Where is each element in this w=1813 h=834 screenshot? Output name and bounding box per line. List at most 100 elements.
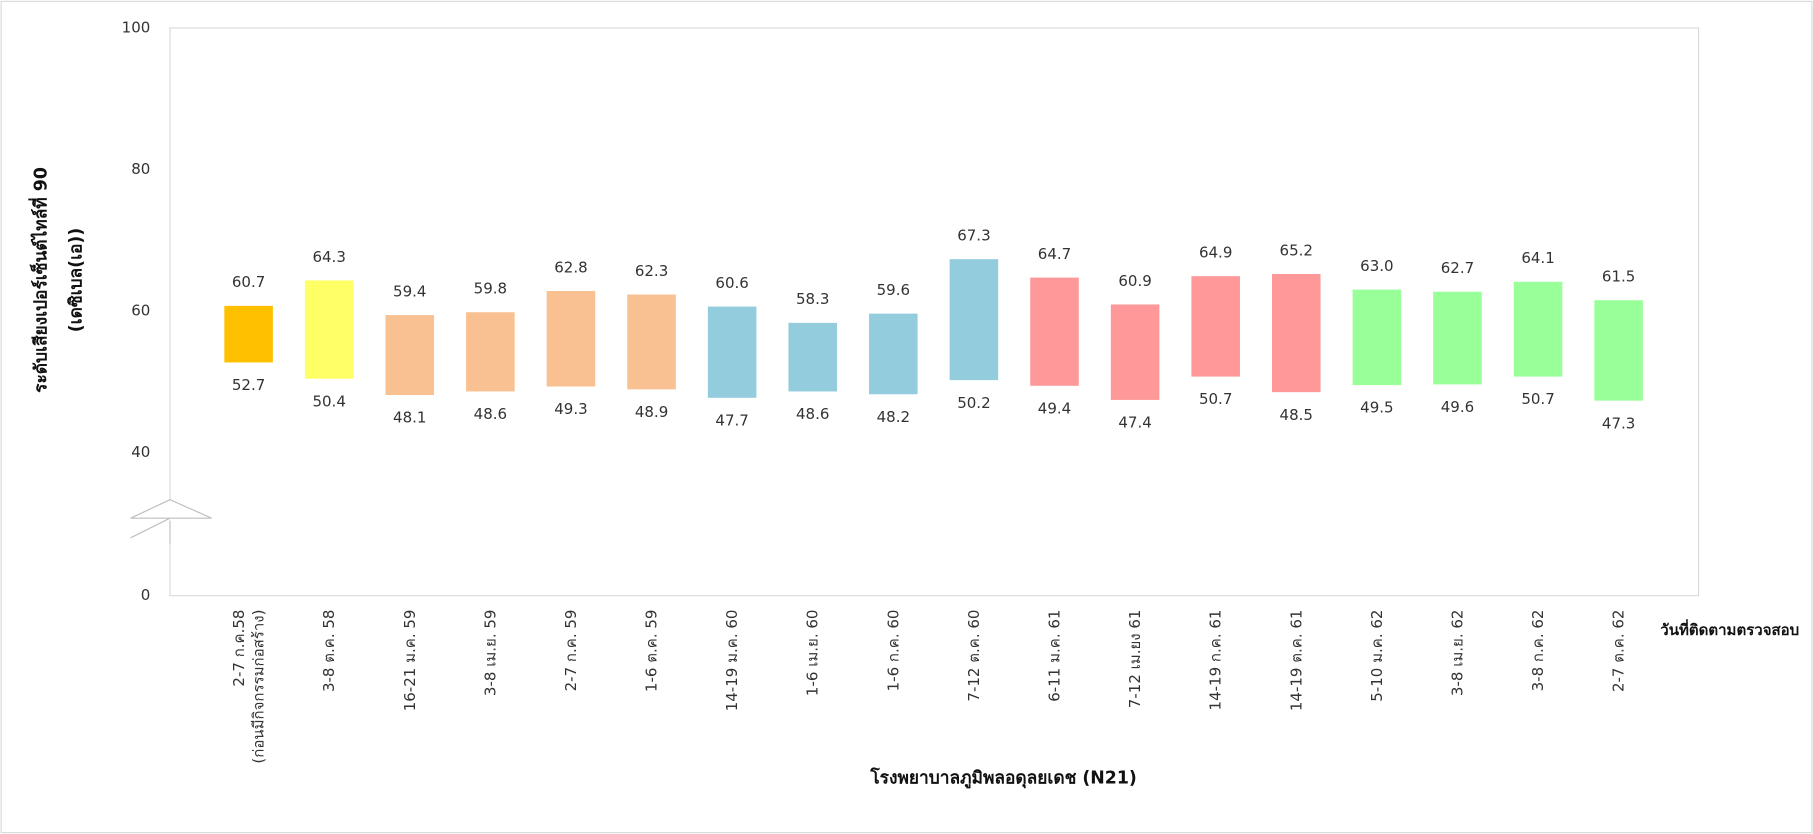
- high-label: 64.3: [312, 248, 345, 266]
- low-label: 49.6: [1441, 398, 1474, 416]
- bar: [949, 259, 999, 381]
- x-tick-line: 2-7 ก.ค. 59: [561, 610, 579, 692]
- high-label: 59.8: [474, 280, 507, 298]
- x-tick-line: 3-8 ก.ค. 62: [1529, 610, 1547, 692]
- x-tick-label: 2-7 ก.ค.58 (ก่อนมีกิจกรรมก่อสร้าง): [229, 610, 267, 764]
- bar: [1594, 300, 1643, 401]
- low-label: 47.7: [715, 411, 748, 429]
- bar: [788, 322, 838, 392]
- x-tick-line: 7-12 เม.ยง 61: [1126, 610, 1144, 709]
- high-label: 65.2: [1280, 241, 1313, 259]
- high-label: 64.9: [1199, 244, 1232, 262]
- y-tick-label: 80: [131, 160, 150, 178]
- bar: [304, 280, 354, 379]
- bar: [627, 294, 676, 390]
- low-label: 50.7: [1199, 390, 1232, 408]
- low-label: 48.1: [393, 409, 426, 427]
- high-label: 62.7: [1441, 259, 1474, 277]
- x-tick-line: 5-10 ม.ค. 62: [1367, 610, 1385, 702]
- low-label: 50.7: [1521, 390, 1554, 408]
- high-label: 64.1: [1521, 249, 1554, 267]
- x-tick-label: 14-19 ต.ค. 61: [1287, 610, 1305, 712]
- x-tick-label: 6-11 ม.ค. 61: [1045, 610, 1063, 702]
- low-label: 49.3: [554, 400, 587, 418]
- low-label: 49.5: [1360, 399, 1393, 417]
- low-label: 52.7: [232, 376, 265, 394]
- x-tick-line: (ก่อนมีกิจกรรมก่อสร้าง): [249, 610, 267, 764]
- x-tick-line: 14-19 ต.ค. 61: [1287, 610, 1305, 712]
- y-tick-label: 40: [131, 443, 150, 461]
- x-tick-label: 3-8 ต.ค. 58: [320, 610, 338, 693]
- axis-break: [130, 499, 212, 544]
- x-tick-line: 14-19 ม.ค. 60: [723, 610, 741, 712]
- high-label: 63.0: [1360, 257, 1393, 275]
- x-tick-label: 1-6 เม.ย. 60: [803, 610, 821, 697]
- y-label: ระดับเสียงเปอร์เซ็นต์ไทล์ที่ 90 (เดซิเบล…: [28, 167, 87, 393]
- x-label: โรงพยาบาลภูมิพลอดุลยเดช (N21): [869, 766, 1136, 789]
- bar: [224, 305, 273, 363]
- low-label: 50.2: [957, 394, 990, 412]
- low-label: 48.2: [877, 408, 910, 426]
- bar: [1110, 304, 1160, 400]
- bar: [1352, 289, 1402, 386]
- high-label: 58.3: [796, 290, 829, 308]
- x-tick-line: 1-6 เม.ย. 60: [803, 610, 821, 697]
- x-tick-label: 1-6 ต.ค. 59: [642, 610, 660, 693]
- high-label: 61.5: [1602, 268, 1635, 286]
- x-tick-label: 5-10 ม.ค. 62: [1367, 610, 1385, 702]
- low-label: 47.3: [1602, 414, 1635, 432]
- plot-border: [169, 27, 1700, 597]
- x-tick-label: 3-8 เม.ย. 62: [1448, 610, 1466, 697]
- x-tick-label: 14-19 ม.ค. 60: [723, 610, 741, 712]
- x-tick-line: 3-8 เม.ย. 62: [1448, 610, 1466, 697]
- x-tick-line: 6-11 ม.ค. 61: [1045, 610, 1063, 702]
- bar: [466, 312, 515, 392]
- x-tick-line: 2-7 ก.ค.58: [229, 610, 247, 687]
- low-label: 47.4: [1118, 414, 1151, 432]
- x-tick-label: 14-19 ก.ค. 61: [1206, 610, 1224, 711]
- x-tick-label: 7-12 ต.ค. 60: [964, 610, 982, 702]
- high-label: 64.7: [1038, 245, 1071, 263]
- high-label: 67.3: [957, 227, 990, 245]
- y-label-line: ระดับเสียงเปอร์เซ็นต์ไทล์ที่ 90: [28, 167, 52, 393]
- low-label: 48.6: [474, 405, 507, 423]
- x-axis-title: วันที่ติดตามตรวจสอบ: [1660, 619, 1799, 639]
- low-label: 50.4: [312, 392, 345, 410]
- x-tick-line: 2-7 ต.ค. 62: [1609, 610, 1627, 693]
- y-tick-label: 60: [131, 301, 150, 319]
- bar: [1513, 281, 1563, 377]
- low-label: 48.9: [635, 403, 668, 421]
- bar: [707, 306, 757, 398]
- low-label: 49.4: [1038, 399, 1071, 417]
- bar: [385, 315, 435, 395]
- x-tick-label: 7-12 เม.ยง 61: [1126, 610, 1144, 709]
- x-tick-label: 2-7 ต.ค. 62: [1609, 610, 1627, 693]
- x-tick-label: 3-8 ก.ค. 62: [1529, 610, 1547, 692]
- high-label: 62.8: [554, 258, 587, 276]
- x-tick-line: 16-21 ม.ค. 59: [400, 610, 418, 712]
- bar: [1433, 291, 1482, 385]
- y-label-line: (เดซิเบล(เอ)): [66, 228, 86, 333]
- bar: [1030, 277, 1079, 386]
- x-tick-line: 7-12 ต.ค. 60: [964, 610, 982, 702]
- bar: [1191, 276, 1240, 377]
- high-label: 62.3: [635, 262, 668, 280]
- y-tick-label: 0: [141, 586, 151, 604]
- x-tick-line: 1-6 ต.ค. 59: [642, 610, 660, 693]
- high-label: 60.6: [715, 274, 748, 292]
- low-label: 48.6: [796, 405, 829, 423]
- low-label: 48.5: [1280, 406, 1313, 424]
- x-tick-line: 3-8 ต.ค. 58: [320, 610, 338, 693]
- high-label: 59.4: [393, 282, 426, 300]
- x-tick-label: 1-6 ก.ค. 60: [884, 610, 902, 692]
- y-tick-label: 100: [122, 18, 151, 36]
- bar: [869, 313, 918, 395]
- x-tick-label: 16-21 ม.ค. 59: [400, 610, 418, 712]
- x-tick-line: 3-8 เม.ย. 59: [481, 610, 499, 697]
- high-label: 60.9: [1118, 272, 1151, 290]
- x-tick-label: 2-7 ก.ค. 59: [561, 610, 579, 692]
- bar: [1271, 274, 1321, 393]
- high-label: 60.7: [232, 273, 265, 291]
- high-label: 59.6: [877, 281, 910, 299]
